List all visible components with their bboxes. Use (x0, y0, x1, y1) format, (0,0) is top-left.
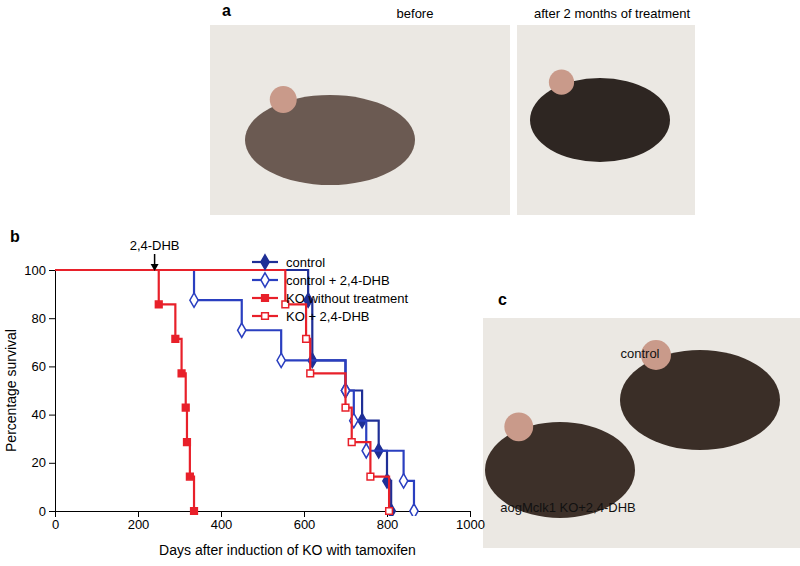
x-tick: 0 (52, 511, 59, 532)
photo-frame (517, 25, 695, 215)
y-tick-label: 20 (32, 455, 46, 470)
survival-marker (399, 474, 407, 488)
photo (483, 318, 800, 548)
survival-marker (155, 301, 162, 308)
y-tick-label: 100 (24, 263, 46, 278)
x-axis-line (56, 511, 471, 512)
survival-line (55, 270, 194, 511)
photo-frame (210, 25, 510, 215)
photo-caption: before (397, 6, 434, 21)
y-tick-label: 80 (32, 311, 46, 326)
survival-marker (238, 323, 246, 337)
mouse-body (485, 422, 635, 518)
y-tick-mark (49, 366, 55, 367)
annotation-arrowhead (151, 264, 159, 271)
survival-line (55, 270, 389, 511)
legend: control control + 2,4-DHB KO without treat… (252, 255, 408, 324)
survival-marker (190, 293, 198, 307)
x-axis-title: Days after induction of KO with tamoxife… (159, 542, 416, 558)
photo-caption: after 2 months of treatment (534, 6, 690, 21)
x-tick-label: 800 (377, 517, 399, 532)
x-tick-label: 200 (128, 517, 150, 532)
survival-marker (362, 444, 370, 458)
survival-marker (277, 353, 285, 367)
survival-marker (172, 336, 179, 343)
x-tick-mark (138, 511, 139, 517)
mouse-ear (549, 70, 574, 95)
survival-line (55, 270, 414, 511)
y-tick: 80 (32, 311, 55, 326)
mouse-body (620, 350, 780, 450)
y-tick-mark (49, 270, 55, 271)
y-tick: 40 (32, 407, 55, 422)
legend-marker (261, 255, 269, 269)
survival-marker (342, 404, 349, 411)
legend-label: control + 2,4-DHB (286, 273, 390, 288)
x-tick-mark (470, 511, 471, 517)
x-tick-mark (55, 511, 56, 517)
x-tick-label: 400 (211, 517, 233, 532)
survival-marker (386, 508, 393, 515)
photo-frame (483, 318, 800, 548)
y-tick-mark (49, 511, 55, 512)
figure: a before after 2 months of treatment c contr… (0, 0, 800, 566)
y-tick: 60 (32, 359, 55, 374)
mouse-body (245, 95, 415, 185)
y-tick-mark (49, 318, 55, 319)
x-tick: 400 (211, 511, 233, 532)
y-tick-label: 40 (32, 407, 46, 422)
panel-label: a (222, 2, 231, 19)
panel-label: b (10, 228, 20, 245)
mouse-ear (270, 86, 297, 113)
y-tick: 100 (24, 263, 55, 278)
y-tick-mark (49, 463, 55, 464)
photo-caption: aogMclk1 KO+2,4-DHB (500, 500, 635, 515)
x-tick: 1000 (456, 511, 485, 532)
y-tick-label: 60 (32, 359, 46, 374)
survival-marker (178, 370, 185, 377)
legend-label: KO + 2,4-DHB (286, 309, 369, 324)
y-axis-line (55, 271, 56, 512)
y-axis: 0 20 40 60 80 100 (24, 263, 55, 519)
x-tick-label: 600 (294, 517, 316, 532)
panel-label: c (498, 291, 507, 308)
y-tick: 20 (32, 455, 55, 470)
x-tick: 200 (128, 511, 150, 532)
legend-label: control (286, 255, 325, 270)
x-tick-mark (221, 511, 222, 517)
y-tick-mark (49, 415, 55, 416)
survival-marker (303, 336, 310, 343)
x-tick-label: 0 (52, 517, 59, 532)
x-tick: 600 (294, 511, 316, 532)
mouse-ear (504, 412, 533, 441)
y-axis-title: Percentage survival (3, 329, 19, 452)
annotation: 2,4-DHB (130, 238, 180, 253)
y-tick: 0 (39, 504, 55, 519)
photo-caption: control (620, 346, 659, 361)
survival-marker (187, 473, 194, 480)
legend-marker (262, 295, 269, 302)
photo (517, 25, 695, 215)
survival-marker (348, 439, 355, 446)
y-tick-label: 0 (39, 504, 46, 519)
mouse-body (530, 78, 670, 162)
survival-marker (410, 504, 418, 516)
survival-line (55, 270, 391, 511)
x-axis: 0 200 400 600 800 1000 (52, 511, 485, 532)
legend-marker (261, 273, 269, 287)
survival-marker (307, 370, 314, 377)
legend-label: KO without treatment (286, 291, 408, 306)
plot-area (55, 270, 418, 516)
x-tick-mark (304, 511, 305, 517)
survival-marker (184, 439, 191, 446)
legend-marker (262, 313, 269, 320)
photo (210, 25, 510, 215)
x-tick-label: 1000 (456, 517, 485, 532)
survival-marker (182, 404, 189, 411)
survival-marker (367, 473, 374, 480)
survival-marker (191, 508, 198, 515)
